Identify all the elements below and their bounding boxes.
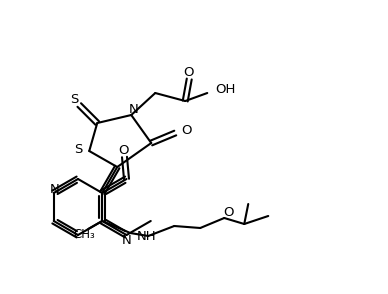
Text: NH: NH xyxy=(137,230,157,243)
Text: OH: OH xyxy=(215,83,236,96)
Text: CH₃: CH₃ xyxy=(73,228,95,240)
Text: O: O xyxy=(181,123,192,136)
Text: S: S xyxy=(70,93,78,106)
Text: N: N xyxy=(50,183,60,196)
Text: O: O xyxy=(223,206,234,220)
Text: O: O xyxy=(118,143,129,156)
Text: N: N xyxy=(121,233,132,246)
Text: S: S xyxy=(74,143,82,156)
Text: N: N xyxy=(128,103,138,116)
Text: O: O xyxy=(183,66,194,78)
